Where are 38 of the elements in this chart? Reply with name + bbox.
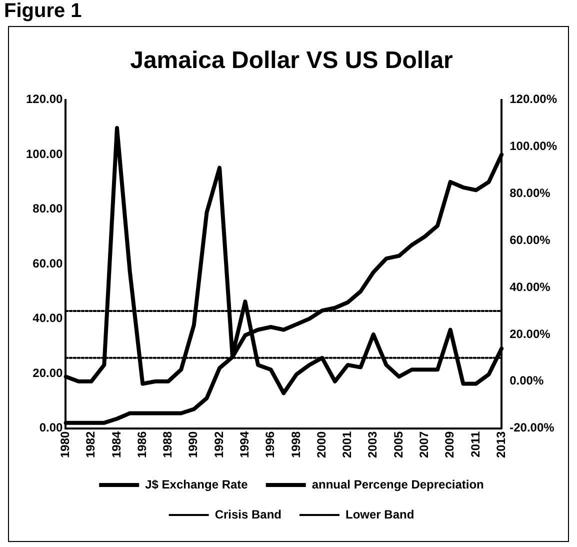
x-tick-label: 1998 [288, 430, 303, 458]
x-tick-label: 2009 [442, 430, 457, 458]
y2-tick-label: -20.00% [510, 420, 555, 435]
y2-tick-label: 0.00% [510, 374, 544, 388]
x-tick-label: 1986 [134, 430, 149, 458]
x-tick-label: 2011 [468, 430, 482, 458]
x-tick-label: 1996 [263, 430, 278, 458]
x-tick-label: 2003 [366, 430, 380, 458]
x-tick-label: 2001 [340, 430, 354, 458]
x-tick-label: 1990 [186, 430, 200, 458]
x-tick-label: 2005 [391, 430, 406, 458]
x-tick-label: 1988 [160, 430, 175, 458]
y2-tick-label: 60.00% [510, 232, 551, 247]
y-tick-label: 100.00 [26, 146, 64, 161]
x-tick-label: 2007 [417, 430, 432, 458]
x-tick-label: 1992 [212, 430, 226, 458]
y2-tick-label: 80.00% [510, 186, 551, 200]
legend-label: annual Percenge Depreciation [312, 477, 484, 492]
y2-tick-label: 20.00% [510, 326, 551, 341]
y2-tick-label: 100.00% [510, 139, 558, 154]
legend-label: J$ Exchange Rate [145, 477, 248, 492]
y2-tick-label: 120.00% [510, 92, 558, 106]
x-tick-label: 1994 [238, 430, 252, 458]
legend-label: Lower Band [346, 507, 414, 522]
y-tick-label: 40.00 [32, 311, 64, 326]
y-tick-label: 20.00 [32, 366, 64, 380]
caption: Figure 1 [4, 0, 82, 23]
x-tick-label: 1982 [84, 430, 98, 458]
x-tick-label: 2000 [314, 430, 328, 458]
x-tick-label: 1984 [109, 430, 124, 458]
legend-label: Crisis Band [214, 507, 282, 522]
y2-tick-label: 40.00% [510, 280, 551, 294]
x-tick-label: 1980 [58, 430, 72, 458]
x-tick-label: 2013 [494, 430, 508, 458]
y-tick-label: 80.00 [32, 202, 64, 216]
y-tick-label: 60.00 [32, 256, 64, 270]
y-tick-label: 120.00 [26, 92, 64, 106]
chart-title: Jamaica Dollar VS US Dollar [130, 47, 453, 74]
